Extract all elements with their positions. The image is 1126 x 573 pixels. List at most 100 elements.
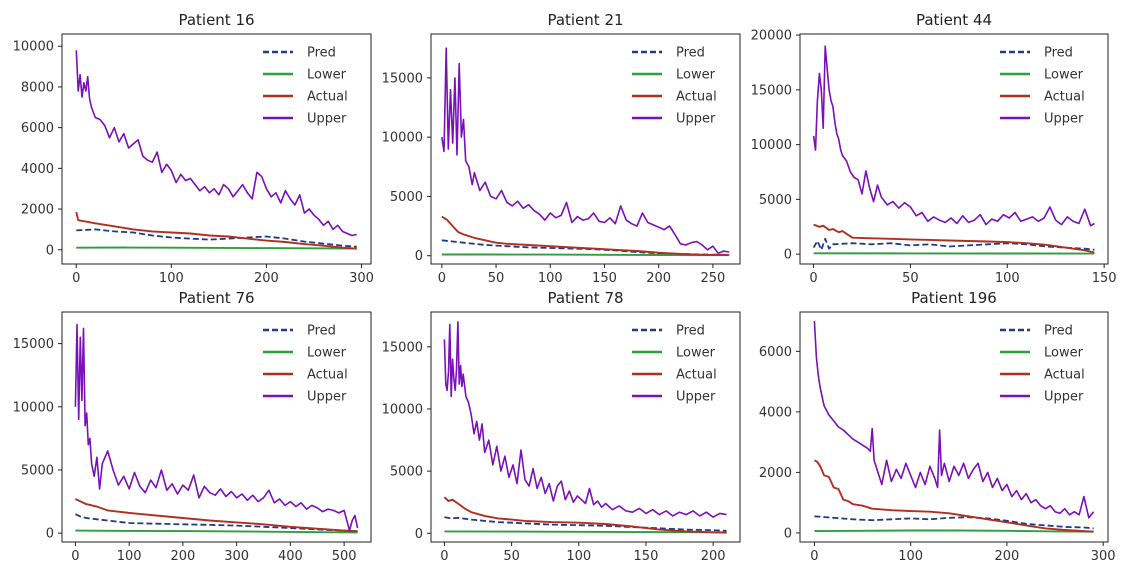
series-line-upper — [443, 321, 727, 518]
axes-frame — [799, 311, 1109, 543]
x-tick-label: 50 — [902, 271, 919, 286]
axes-frame — [61, 33, 372, 265]
legend-label: Actual — [1044, 90, 1085, 105]
series-line-actual — [75, 211, 357, 250]
series-line-lower — [814, 529, 1094, 533]
legend-label: Pred — [307, 46, 336, 61]
x-tick-label: 0 — [440, 549, 448, 564]
chart-title: Patient 21 — [547, 11, 623, 29]
y-tick-label: 20000 — [751, 29, 792, 44]
legend-label: Upper — [1044, 112, 1084, 127]
x-tick-label: 200 — [995, 549, 1020, 564]
x-tick-label: 50 — [503, 549, 520, 564]
chart-title: Patient 196 — [911, 289, 997, 307]
y-tick-label: 6000 — [21, 121, 54, 136]
x-tick-label: 0 — [438, 271, 446, 286]
y-tick-label: 0 — [784, 248, 792, 263]
y-tick-label: 15000 — [382, 340, 423, 355]
y-tick-label: 5000 — [21, 463, 54, 478]
series-line-upper — [813, 321, 1095, 519]
x-tick-label: 100 — [159, 271, 184, 286]
legend-label: Actual — [307, 368, 348, 383]
legend-label: Upper — [676, 112, 716, 127]
legend-label: Pred — [1044, 46, 1073, 61]
x-tick-label: 100 — [995, 271, 1020, 286]
legend: Pred Lower Actual Upper — [1000, 324, 1085, 405]
y-tick-label: 15000 — [751, 83, 792, 98]
legend-label: Actual — [676, 368, 717, 383]
y-tick-label: 2000 — [21, 203, 54, 218]
x-tick-label: 200 — [254, 271, 279, 286]
x-tick-label: 100 — [117, 549, 142, 564]
y-tick-label: 5000 — [759, 193, 792, 208]
axes-frame — [430, 33, 741, 265]
x-tick-label: 50 — [488, 271, 505, 286]
x-tick-label: 300 — [1091, 549, 1116, 564]
legend-label: Upper — [307, 390, 347, 405]
y-tick-label: 5000 — [390, 190, 423, 205]
legend-label: Pred — [1044, 324, 1073, 339]
y-tick-label: 15000 — [13, 337, 54, 352]
x-tick-label: 100 — [566, 549, 591, 564]
x-tick-label: 300 — [224, 549, 249, 564]
x-tick-label: 150 — [634, 549, 659, 564]
x-tick-label: 0 — [71, 549, 79, 564]
y-tick-label: 10000 — [751, 138, 792, 153]
x-tick-label: 100 — [538, 271, 563, 286]
x-tick-label: 100 — [898, 549, 923, 564]
series-line-pred — [76, 228, 357, 248]
legend-label: Pred — [307, 324, 336, 339]
series-line-pred — [75, 513, 358, 533]
subplot-4: Patient 78 0 50 100 150 200 0 5000 10000 15000 Pre… — [382, 289, 741, 564]
legend-label: Pred — [676, 46, 705, 61]
series-line-pred — [812, 237, 1095, 251]
legend-label: Upper — [676, 390, 716, 405]
legend-label: Actual — [307, 90, 348, 105]
series-line-upper — [74, 323, 359, 532]
legend: Pred Lower Actual Upper — [1000, 46, 1085, 127]
series-line-pred — [444, 516, 727, 532]
y-tick-label: 0 — [415, 527, 423, 542]
y-tick-label: 0 — [784, 526, 792, 541]
x-tick-label: 0 — [810, 549, 818, 564]
chart-title: Patient 76 — [178, 289, 254, 307]
legend: Pred Lower Actual Upper — [263, 324, 348, 405]
legend-label: Lower — [307, 68, 347, 83]
series-line-lower — [75, 529, 358, 534]
legend: Pred Lower Actual Upper — [263, 46, 348, 127]
y-tick-label: 15000 — [382, 71, 423, 86]
legend: Pred Lower Actual Upper — [632, 46, 717, 127]
y-tick-label: 4000 — [21, 162, 54, 177]
y-tick-label: 5000 — [390, 465, 423, 480]
y-tick-label: 0 — [415, 249, 423, 264]
series-line-actual — [443, 496, 727, 534]
subplot-2: Patient 44 0 50 100 150 0 5000 10000 15000 20000 P… — [751, 11, 1117, 286]
y-tick-label: 10000 — [13, 400, 54, 415]
series-line-upper — [812, 45, 1095, 227]
x-tick-label: 400 — [278, 549, 303, 564]
y-tick-label: 0 — [46, 243, 54, 258]
series-line-actual — [813, 459, 1094, 533]
subplot-1: Patient 21 0 50 100 150 200 250 0 5000 10000 15000… — [382, 11, 741, 286]
subplot-5: Patient 196 0 100 200 300 0 2000 4000 6000 Pred Lo… — [759, 289, 1116, 564]
y-tick-label: 10000 — [382, 131, 423, 146]
y-tick-label: 10000 — [13, 40, 54, 55]
x-tick-label: 150 — [1092, 271, 1117, 286]
series-line-lower — [76, 246, 357, 250]
legend-label: Upper — [307, 112, 347, 127]
legend-label: Lower — [1044, 346, 1084, 361]
chart-title: Patient 78 — [547, 289, 623, 307]
axes-frame — [799, 33, 1109, 265]
x-tick-label: 300 — [349, 271, 374, 286]
series-line-upper — [75, 50, 357, 237]
legend-label: Lower — [1044, 68, 1084, 83]
x-tick-label: 200 — [646, 271, 671, 286]
subplot-0: Patient 16 0 100 200 300 0 2000 4000 6000 8000 100… — [13, 11, 374, 286]
x-tick-label: 200 — [170, 549, 195, 564]
chart-title: Patient 16 — [178, 11, 254, 29]
x-tick-label: 0 — [72, 271, 80, 286]
series-line-lower — [441, 253, 730, 257]
legend-label: Actual — [1044, 368, 1085, 383]
series-line-pred — [814, 515, 1094, 530]
y-tick-label: 10000 — [382, 402, 423, 417]
